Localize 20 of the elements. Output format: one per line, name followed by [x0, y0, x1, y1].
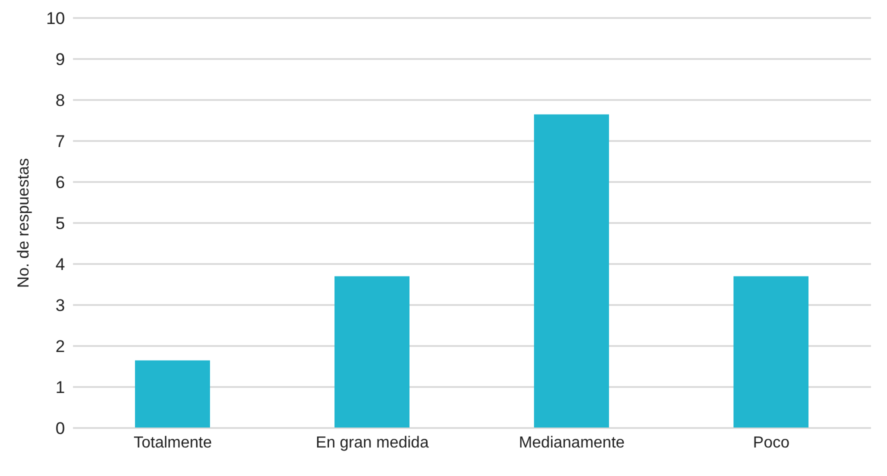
y-axis-title: No. de respuestas [16, 158, 33, 288]
y-tick-label: 4 [56, 255, 65, 274]
y-tick-label: 1 [56, 378, 65, 398]
x-tick-label: Poco [753, 434, 790, 452]
bar [734, 276, 808, 428]
y-tick-label: 9 [56, 50, 65, 70]
y-tick-label: 7 [56, 132, 65, 152]
y-tick-label: 0 [56, 419, 65, 438]
y-tick-label: 5 [56, 214, 65, 234]
x-tick-label: Totalmente [134, 434, 212, 452]
y-tick-label: 3 [56, 296, 65, 316]
y-tick-label: 8 [56, 91, 65, 110]
bar [534, 114, 609, 428]
bar [135, 360, 210, 428]
bar [334, 276, 410, 428]
y-tick-label: 6 [56, 173, 65, 192]
x-tick-label: En gran medida [316, 434, 429, 452]
y-tick-label: 10 [46, 9, 65, 28]
y-tick-label: 2 [56, 337, 65, 356]
x-tick-label: Medianamente [518, 434, 625, 452]
